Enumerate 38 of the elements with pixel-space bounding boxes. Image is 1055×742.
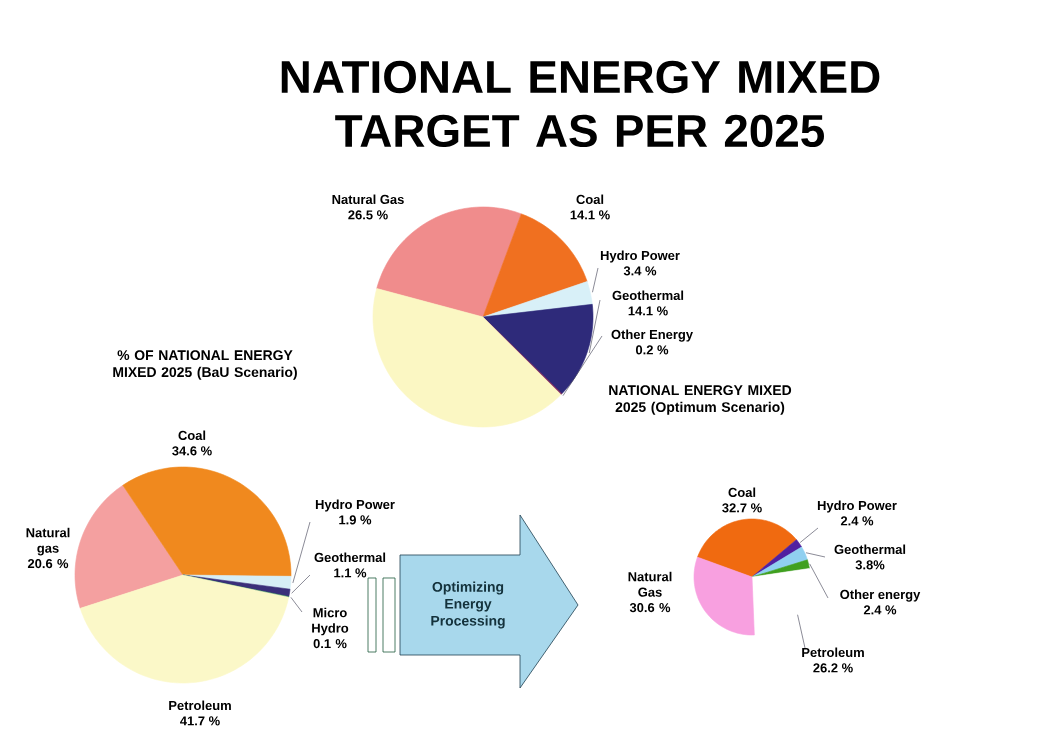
data-label: 20.6 % [27,559,69,569]
data-label: 26.2 % [813,663,853,673]
data-label: 2.4 % [840,516,874,526]
data-label: 26.5 % [348,210,388,220]
data-label: 32.7 % [722,503,762,513]
slice-label: Petroleum [802,647,864,658]
slice-label: Micro Hydro [312,607,349,636]
data-label: 3.4 % [623,266,657,276]
data-label: 0.2 % [635,345,669,355]
chart-title: NATIONAL ENERGY MIXED 2025 (Optimum Scenario) [609,385,792,415]
chart-title: % OF NATIONAL ENERGY MIXED 2025 (BaU Scenario) [113,350,297,380]
slice-label: Hydro Power [315,499,395,512]
text: Optimizing Energy Processing [431,581,505,629]
slice-label: Hydro Power [817,500,897,513]
data-label: 41.7 % [180,716,220,726]
chart-title: NATIONAL ENERGY MIXED TARGET AS PER 2025 [281,60,880,148]
slice-label: Coal [178,430,206,441]
slice-label: Hydro Power [600,250,680,263]
data-label: 14.1 % [570,210,610,220]
data-label: 14.1 % [628,306,668,316]
slice-label: Geothermal [834,544,906,555]
slice-label: Other Energy [611,329,693,342]
data-label: 3.8% [855,560,885,570]
slice-label: Natural Gas [628,571,672,597]
slice-label: Coal [576,194,604,205]
data-label: 2.4 % [863,605,897,615]
data-label: 0.1 % [313,639,347,649]
data-label: 1.9 % [339,515,372,525]
data-label: 1.1 % [334,568,367,578]
slice-label: Natural gas [26,527,70,556]
slice-label: Geothermal [314,552,386,563]
slice-label: Other energy [840,589,921,602]
slice-label: Coal [728,487,756,498]
slice-label: Petroleum [169,700,231,711]
data-label: 34.6 % [172,446,212,456]
slice-label: Natural Gas [332,194,404,205]
slice-label: Geothermal [612,290,684,301]
data-label: 30.6 % [629,603,671,613]
